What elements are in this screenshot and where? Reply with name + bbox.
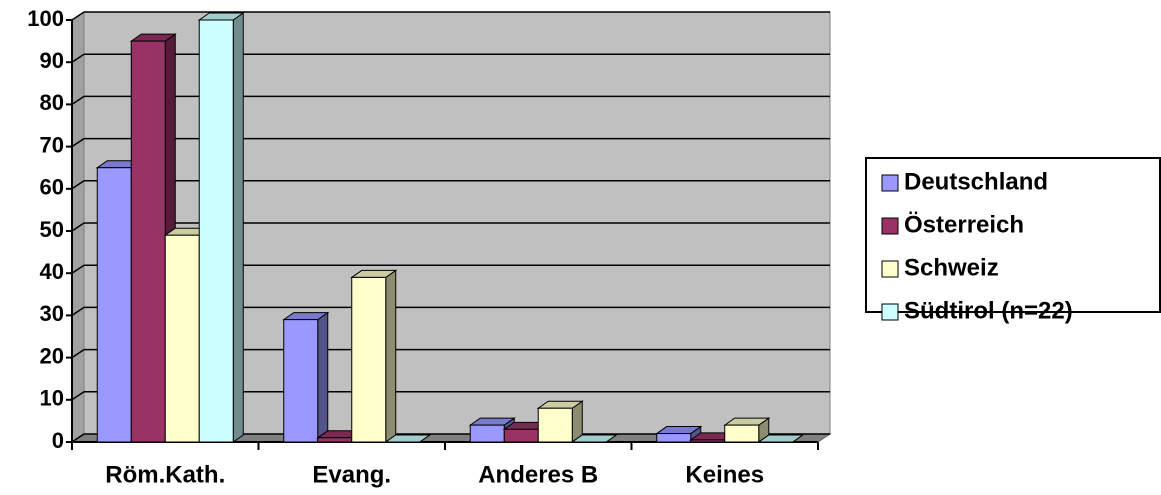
y-tick-label: 90 <box>40 48 64 73</box>
y-tick-label: 60 <box>40 175 64 200</box>
grid-line <box>71 95 85 106</box>
x-tick-label: Evang. <box>312 461 391 488</box>
grid-line <box>71 11 85 21</box>
bar-side <box>232 12 244 443</box>
bar <box>130 40 166 443</box>
bar <box>724 424 760 443</box>
legend-label: Österreich <box>904 211 1024 238</box>
bar-side <box>317 311 329 443</box>
grid-line <box>71 391 85 401</box>
legend-swatch <box>881 174 899 192</box>
grid-line <box>71 180 85 190</box>
bar <box>503 428 539 443</box>
bar <box>283 319 319 443</box>
bar <box>469 424 505 443</box>
y-tick-label: 30 <box>40 301 64 326</box>
bar-side <box>385 269 397 443</box>
legend-swatch <box>881 260 899 278</box>
bar <box>351 276 387 443</box>
grid-line <box>71 264 85 274</box>
grid-line <box>71 222 85 232</box>
bar-top <box>570 434 618 443</box>
legend-swatch <box>881 217 899 235</box>
bar <box>164 234 200 443</box>
y-tick-label: 50 <box>40 217 64 242</box>
bar <box>656 433 692 443</box>
bar-top <box>757 434 805 443</box>
y-tick-label: 10 <box>40 386 64 411</box>
y-tick-label: 20 <box>40 343 64 368</box>
bar <box>537 407 573 443</box>
bar <box>198 19 234 443</box>
x-tick-label: Keines <box>685 461 764 488</box>
legend-label: Deutschland <box>904 168 1048 195</box>
grid-line <box>71 433 85 443</box>
x-tick-label: Anderes B <box>478 461 598 488</box>
bar <box>690 439 726 443</box>
bar <box>96 167 132 443</box>
bar <box>317 437 353 443</box>
grid-line <box>71 137 85 148</box>
y-tick-label: 100 <box>27 6 64 31</box>
bar-top <box>384 434 432 443</box>
legend-box <box>865 157 1161 313</box>
legend-swatch <box>881 303 899 321</box>
x-tick-label: Röm.Kath. <box>105 461 225 488</box>
y-tick-label: 0 <box>52 428 64 453</box>
y-tick-label: 80 <box>40 90 64 115</box>
legend-label: Südtirol (n=22) <box>904 297 1073 324</box>
grid-line <box>71 53 85 63</box>
y-tick-label: 40 <box>40 259 64 284</box>
grid-line <box>71 306 85 317</box>
grid-line <box>71 348 85 359</box>
legend-label: Schweiz <box>904 254 999 281</box>
y-tick-label: 70 <box>40 132 64 157</box>
